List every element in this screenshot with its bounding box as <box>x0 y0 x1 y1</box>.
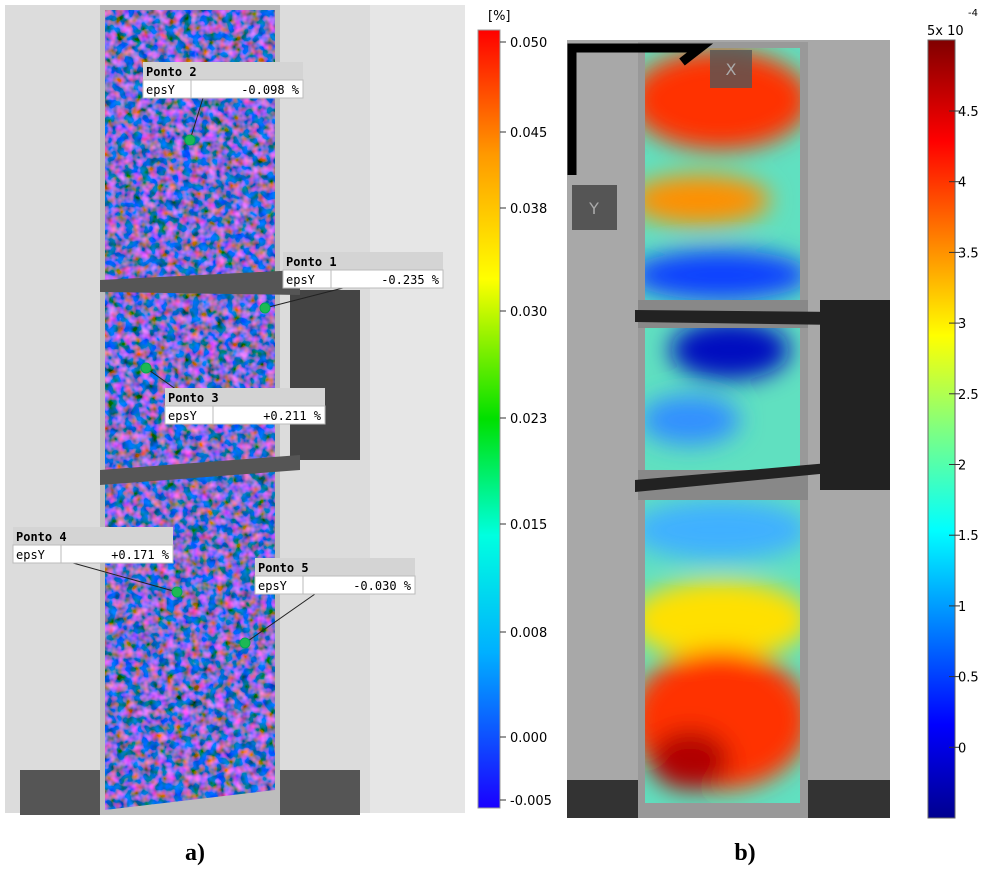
point-name: Ponto 5 <box>258 561 309 575</box>
tick-label: 0.015 <box>510 518 547 533</box>
point-marker <box>240 638 250 648</box>
background <box>370 5 465 813</box>
tick-label: 0 <box>958 741 966 756</box>
point-name: Ponto 3 <box>168 391 219 405</box>
point-quantity: epsY <box>286 273 316 287</box>
tick-label: 2 <box>958 459 966 474</box>
point-marker <box>141 363 151 373</box>
point-quantity: epsY <box>16 548 46 562</box>
tick-label: 3 <box>958 317 966 332</box>
tick-label: 4 <box>958 176 966 191</box>
point-quantity: epsY <box>168 409 198 423</box>
colorbar-scale: 5x 10 <box>927 24 964 39</box>
extensometer <box>290 290 360 460</box>
axis-label: X <box>726 60 737 79</box>
blob <box>640 395 740 445</box>
tick-label: 0.000 <box>510 731 547 746</box>
axis-label: Y <box>588 199 599 218</box>
point-name: Ponto 1 <box>286 255 337 269</box>
tick-label: 0.030 <box>510 305 547 320</box>
blob <box>670 320 790 380</box>
strain-field-b <box>630 48 810 803</box>
tick-label: 4.5 <box>958 105 979 120</box>
blob <box>630 175 770 225</box>
point-name: Ponto 4 <box>16 530 67 544</box>
tick-label: 0.038 <box>510 202 547 217</box>
colorbar-exponent: -4 <box>968 8 978 19</box>
extensometer <box>820 300 890 490</box>
point-marker <box>185 135 195 145</box>
tick-label: 2.5 <box>958 388 979 403</box>
tick-label: 0.045 <box>510 126 547 141</box>
point-marker <box>260 303 270 313</box>
blob <box>630 580 810 660</box>
point-value: -0.098 % <box>241 83 300 97</box>
caption: a) <box>185 840 205 866</box>
point-value: +0.171 % <box>111 548 170 562</box>
tick-label: 1 <box>958 600 966 615</box>
tick-label: 0.050 <box>510 36 547 51</box>
point-name: Ponto 2 <box>146 65 197 79</box>
caption: b) <box>734 840 755 866</box>
point-value: -0.030 % <box>353 579 412 593</box>
point-value: -0.235 % <box>381 273 440 287</box>
blob <box>630 250 810 300</box>
colorbar-b <box>928 40 955 818</box>
colorbar-a <box>478 30 500 808</box>
point-value: +0.211 % <box>263 409 322 423</box>
tick-label: 0.023 <box>510 412 547 427</box>
blob <box>630 500 810 560</box>
blob <box>650 730 730 790</box>
point-quantity: epsY <box>258 579 288 593</box>
tick-label: -0.005 <box>510 794 552 809</box>
tick-label: 0.008 <box>510 626 547 641</box>
point-quantity: epsY <box>146 83 176 97</box>
tick-label: 0.5 <box>958 671 979 686</box>
tick-label: 1.5 <box>958 529 979 544</box>
tick-label: 3.5 <box>958 246 979 261</box>
colorbar-unit: [%] <box>488 9 511 24</box>
point-marker <box>172 587 182 597</box>
figure: Ponto 2 epsY -0.098 % Ponto 1 epsY -0.235 % Po… <box>0 0 995 872</box>
